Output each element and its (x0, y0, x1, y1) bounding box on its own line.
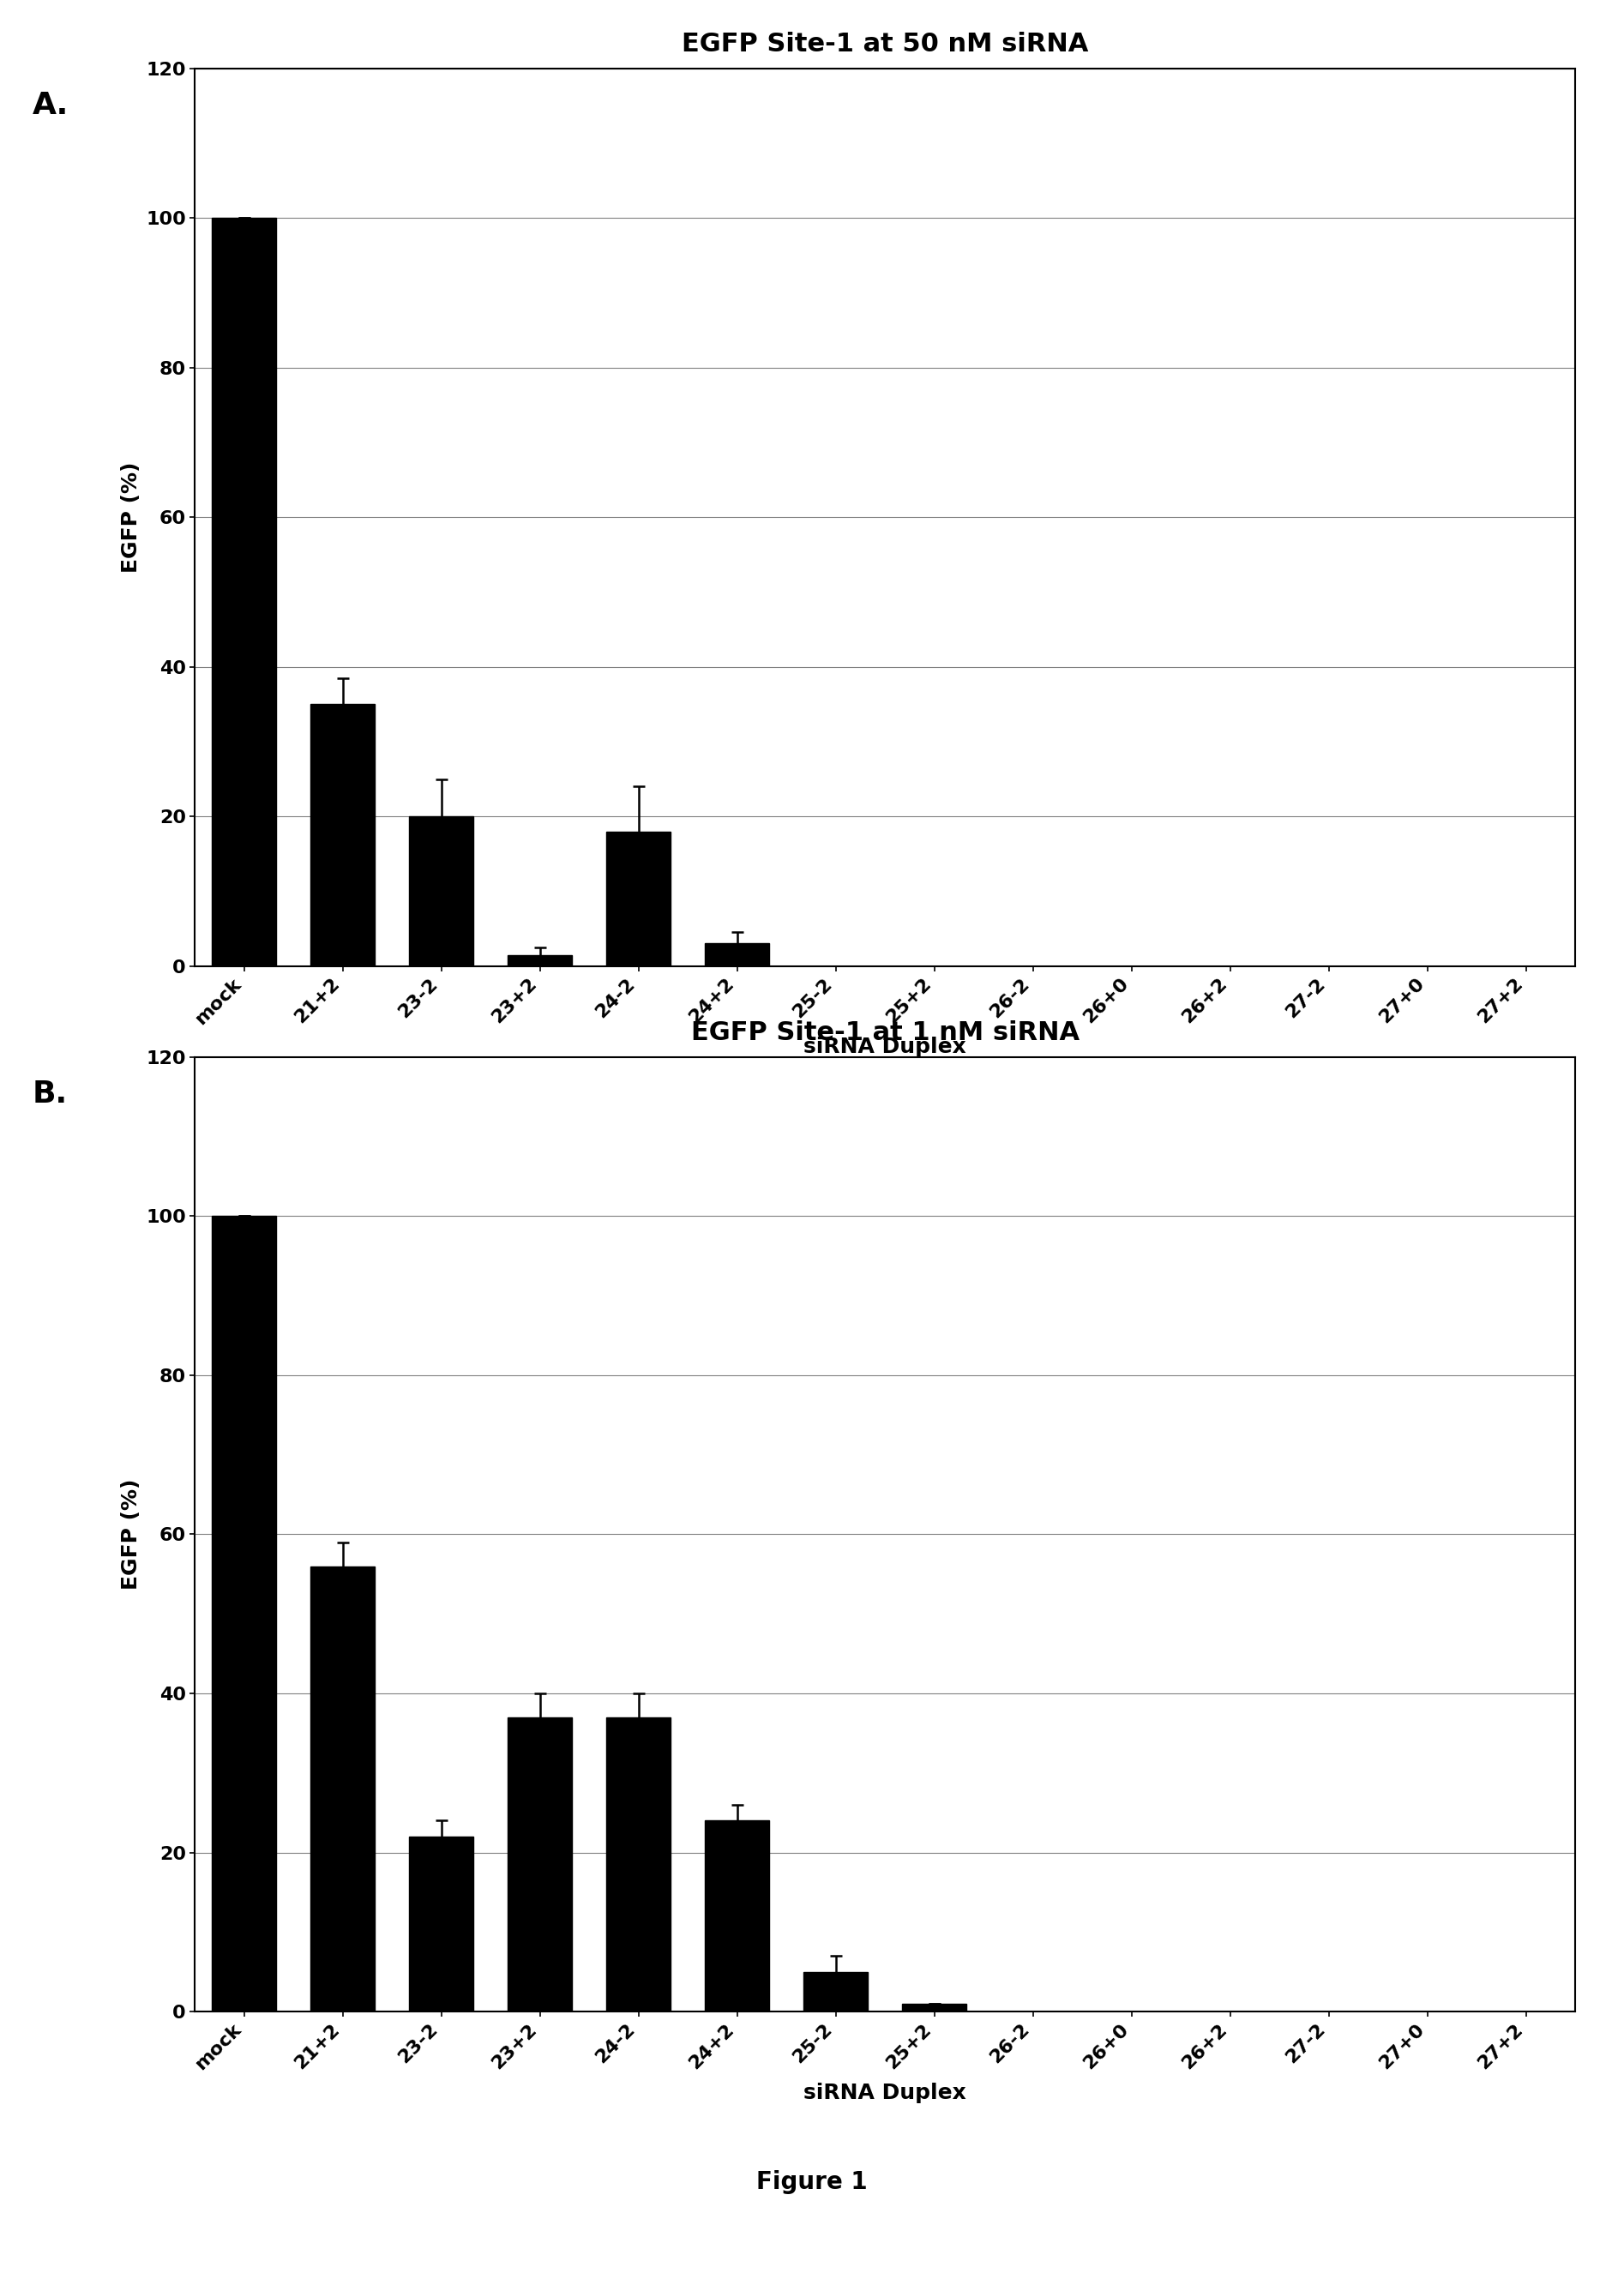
Title: EGFP Site-1 at 50 nM siRNA: EGFP Site-1 at 50 nM siRNA (682, 32, 1088, 57)
Bar (705, 1821, 770, 2012)
Bar (508, 1718, 572, 2012)
Bar (508, 955, 572, 966)
Bar (310, 1566, 375, 2012)
X-axis label: siRNA Duplex: siRNA Duplex (804, 2082, 966, 2103)
Y-axis label: EGFP (%): EGFP (%) (120, 461, 141, 573)
Bar (606, 832, 671, 966)
Bar (705, 943, 770, 966)
Bar (606, 1718, 671, 2012)
Bar (310, 705, 375, 966)
Bar (804, 1971, 867, 2012)
Bar (213, 218, 276, 966)
Bar (213, 1216, 276, 2012)
Text: B.: B. (32, 1080, 68, 1109)
Text: Figure 1: Figure 1 (757, 2171, 867, 2193)
Text: A.: A. (32, 91, 68, 120)
Title: EGFP Site-1 at 1 nM siRNA: EGFP Site-1 at 1 nM siRNA (690, 1021, 1080, 1046)
Bar (409, 1837, 474, 2012)
X-axis label: siRNA Duplex: siRNA Duplex (804, 1036, 966, 1057)
Y-axis label: EGFP (%): EGFP (%) (120, 1480, 141, 1589)
Bar (903, 2005, 966, 2012)
Bar (409, 816, 474, 966)
